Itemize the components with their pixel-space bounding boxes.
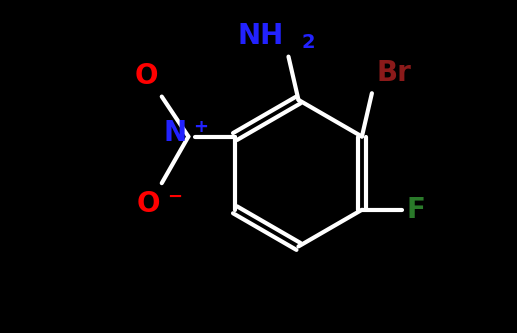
- Text: Br: Br: [377, 59, 412, 87]
- Text: NH: NH: [237, 22, 283, 50]
- Text: O: O: [135, 62, 159, 90]
- Text: +: +: [193, 118, 208, 136]
- Text: N: N: [163, 119, 187, 147]
- Text: F: F: [407, 196, 425, 224]
- Text: 2: 2: [302, 33, 315, 52]
- Text: O: O: [136, 190, 160, 218]
- Text: −: −: [167, 188, 182, 206]
